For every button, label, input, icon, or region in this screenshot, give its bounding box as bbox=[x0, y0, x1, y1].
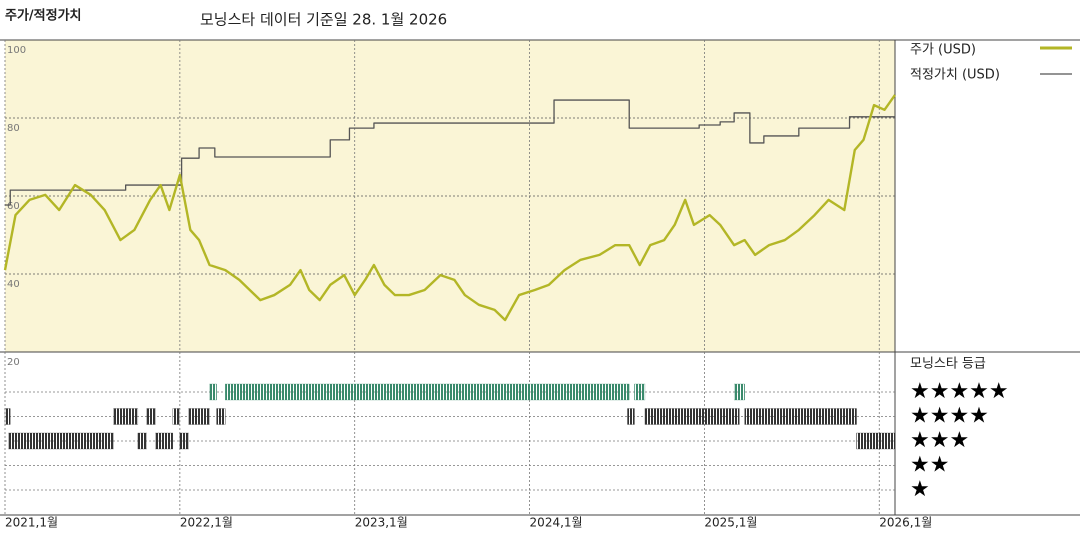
rating-label: ★★ bbox=[910, 453, 949, 478]
x-tick-label: 2023,1월 bbox=[355, 516, 408, 530]
x-tick-label: 2022,1월 bbox=[180, 516, 233, 530]
y-tick-label: 80 bbox=[7, 123, 20, 134]
rating-bar bbox=[225, 383, 630, 401]
rating-bar bbox=[644, 408, 740, 425]
rating-bar bbox=[209, 383, 217, 401]
rating-label: ★★★ bbox=[910, 428, 969, 453]
rating-title: 모닝스타 등급 bbox=[910, 357, 986, 372]
y-tick-label: 40 bbox=[7, 279, 20, 290]
rating-bar bbox=[8, 432, 114, 450]
series-line bbox=[3, 94, 896, 322]
y-tick-label: 60 bbox=[7, 201, 20, 212]
rating-label: ★★★★★ bbox=[910, 379, 1009, 404]
rating-bar bbox=[155, 432, 174, 450]
x-tick-label: 2025,1월 bbox=[704, 516, 757, 530]
x-tick-label: 2024,1월 bbox=[530, 516, 583, 530]
rating-bar bbox=[113, 408, 139, 425]
rating-bar bbox=[188, 408, 210, 425]
rating-bar bbox=[627, 408, 635, 425]
rating-bar bbox=[856, 432, 896, 450]
rating-label: ★★★★ bbox=[910, 404, 989, 429]
rating-bar bbox=[634, 383, 646, 401]
rating-bar bbox=[744, 408, 857, 425]
chart-subtitle: 모닝스타 데이터 기준일 28. 1월 2026 bbox=[200, 11, 447, 29]
legend-label: 주가 (USD) bbox=[910, 43, 976, 58]
rating-label: ★ bbox=[910, 477, 930, 502]
y-tick-label: 20 bbox=[7, 357, 20, 368]
x-tick-label: 2026,1월 bbox=[879, 516, 932, 530]
rating-bar bbox=[137, 432, 147, 450]
legend-label: 적정가치 (USD) bbox=[910, 68, 1000, 83]
rating-bar bbox=[146, 408, 156, 425]
rating-bar bbox=[179, 432, 189, 450]
rating-bar bbox=[4, 408, 11, 425]
rating-bar bbox=[172, 408, 181, 425]
y-tick-label: 100 bbox=[7, 45, 26, 56]
rating-bar bbox=[733, 383, 745, 401]
series-line bbox=[5, 99, 895, 206]
x-tick-label: 2021,1월 bbox=[5, 516, 58, 530]
rating-bar bbox=[216, 408, 226, 425]
chart-title: 주가/적정가치 bbox=[5, 8, 82, 24]
